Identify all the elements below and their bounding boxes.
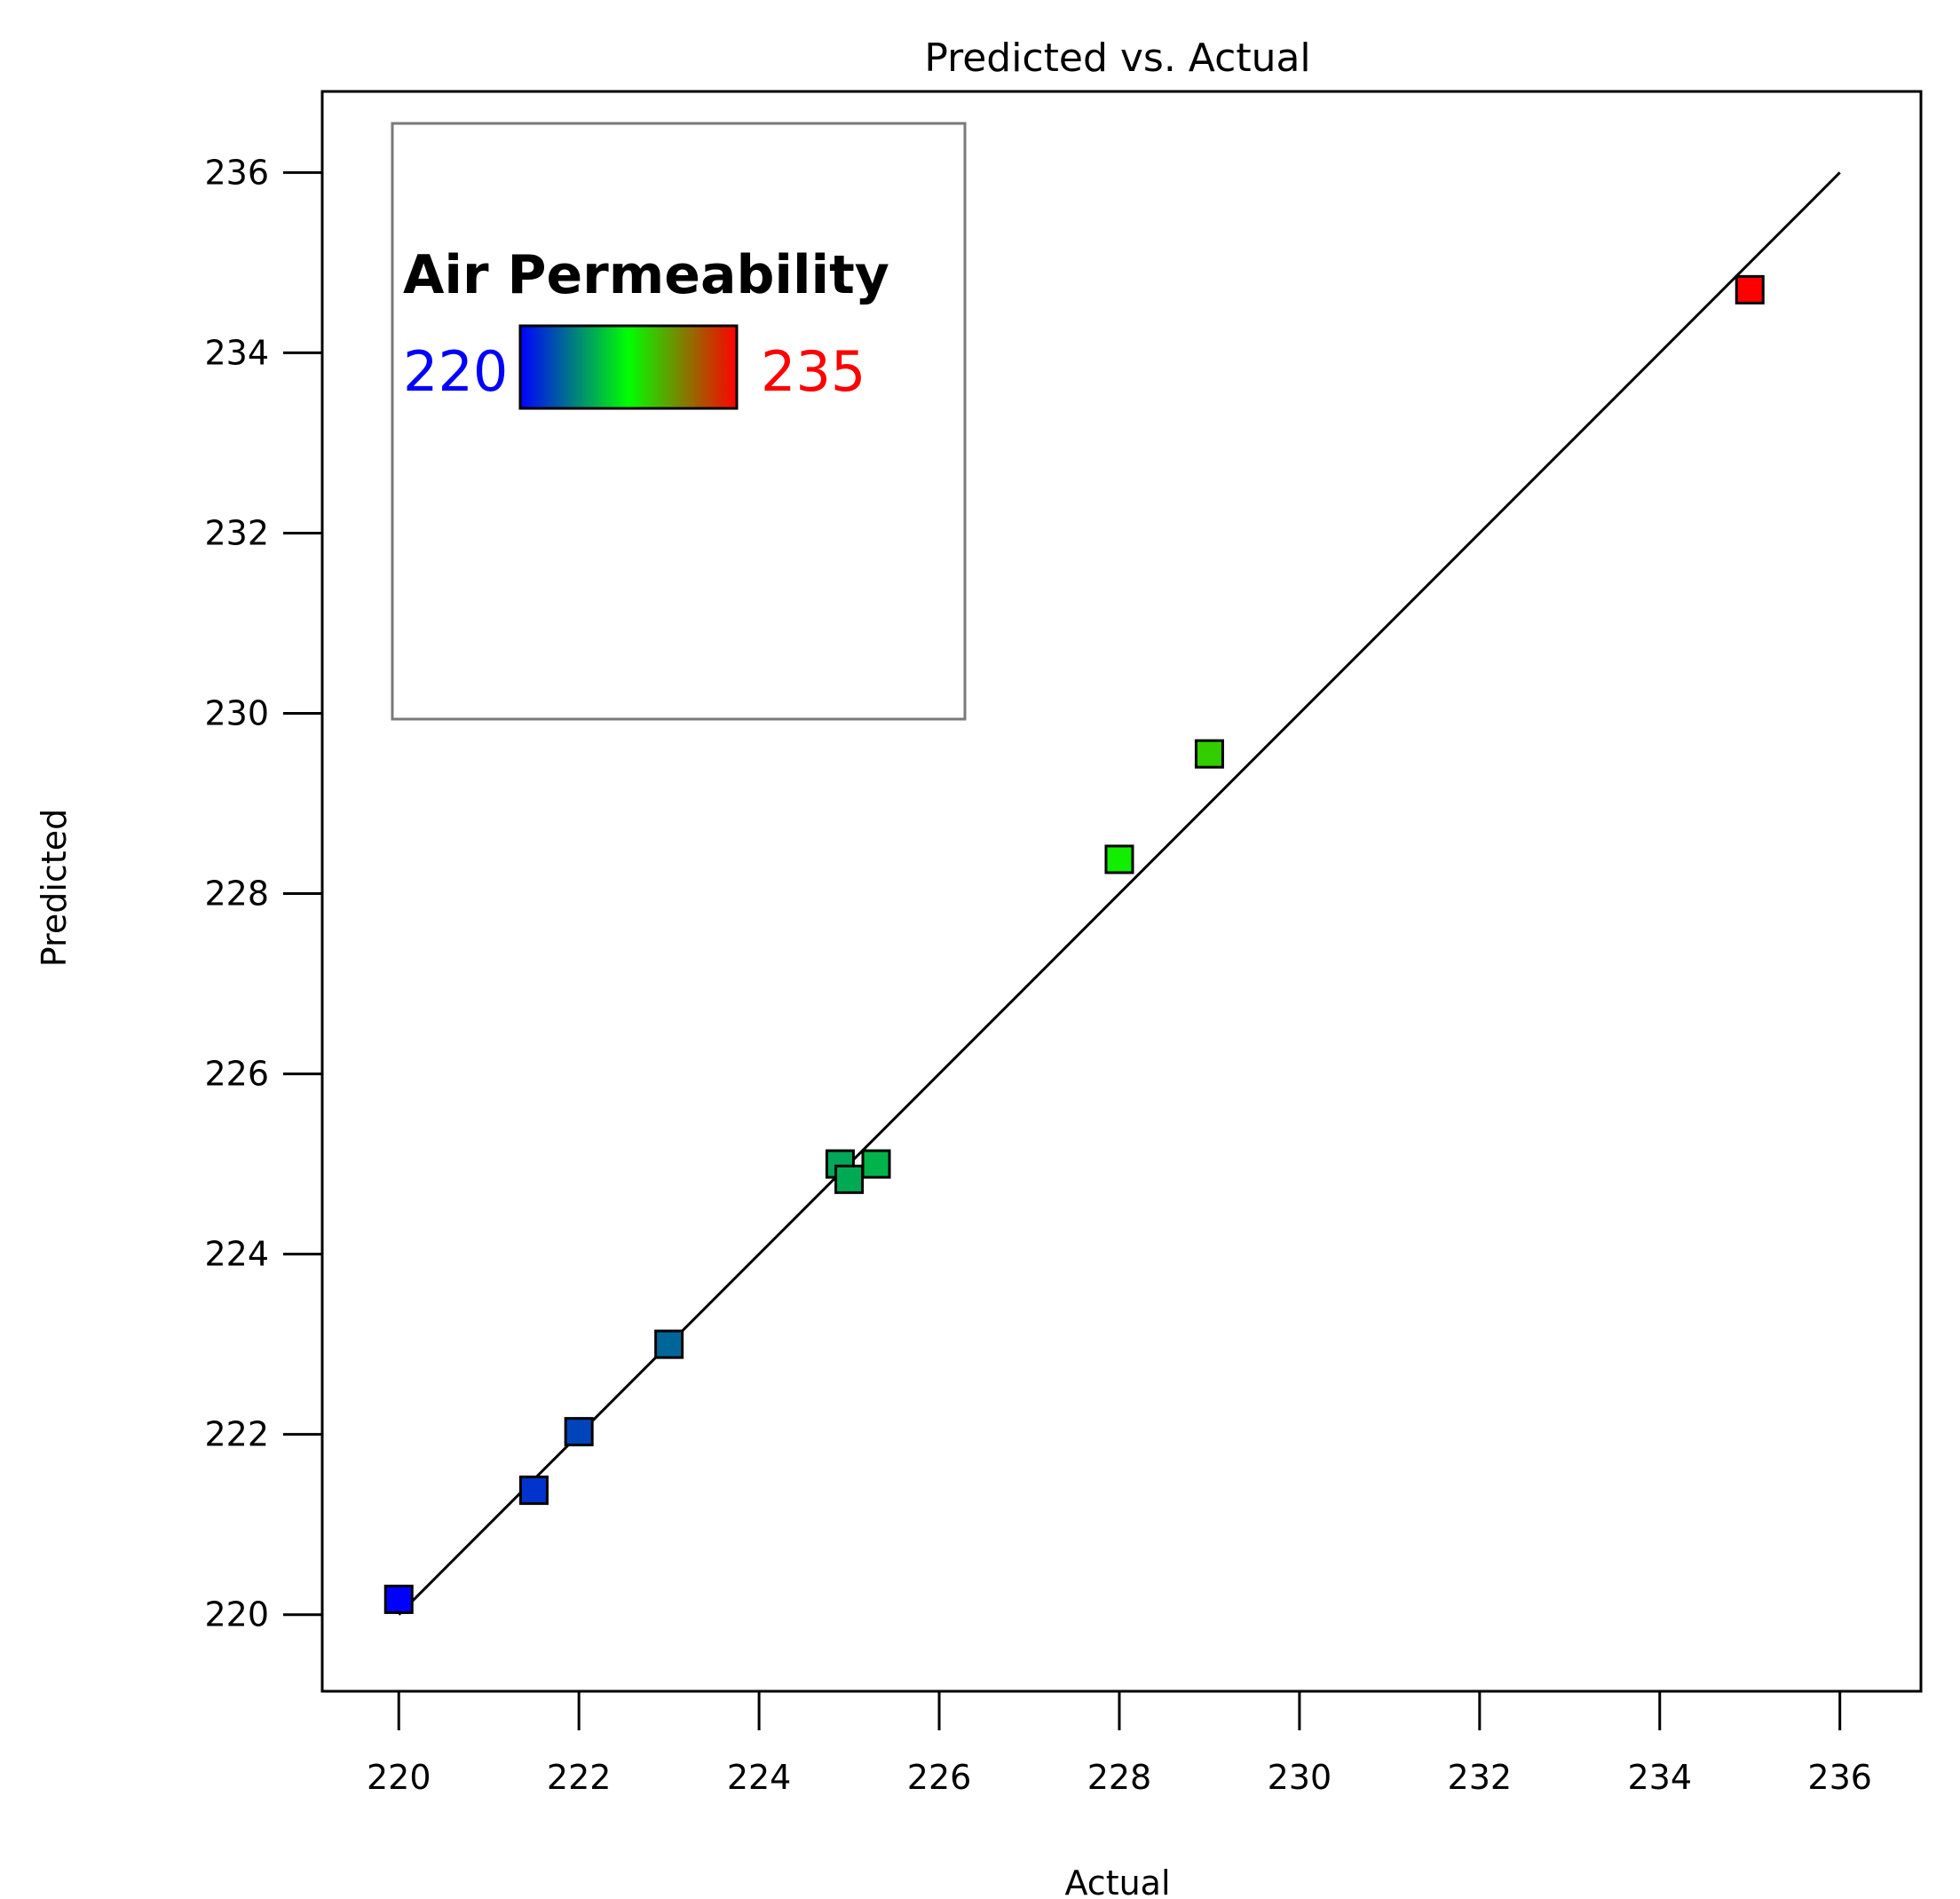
x-tick-label: 224	[727, 1758, 792, 1797]
y-tick-label: 236	[204, 153, 269, 192]
legend-box: Air Permeability 220 235	[391, 122, 967, 721]
y-tick-label: 228	[204, 874, 269, 914]
legend-max-label: 235	[761, 339, 865, 404]
x-tick-label: 236	[1807, 1758, 1872, 1797]
data-point	[654, 1329, 684, 1359]
data-point	[1735, 274, 1765, 305]
data-point	[564, 1417, 594, 1447]
y-tick-label: 232	[204, 513, 269, 552]
legend-min-label: 220	[403, 339, 508, 404]
data-point	[518, 1476, 549, 1506]
x-axis-title: Actual	[1064, 1863, 1170, 1899]
x-tick-label: 222	[547, 1758, 612, 1797]
x-tick-label: 228	[1087, 1758, 1152, 1797]
y-tick-label: 224	[204, 1235, 269, 1274]
y-tick-label: 220	[204, 1595, 269, 1634]
data-point	[861, 1149, 891, 1179]
data-points	[383, 274, 1765, 1614]
chart-title: Predicted vs. Actual	[924, 36, 1310, 81]
y-tick-label: 230	[204, 693, 269, 732]
y-tick-label: 222	[204, 1415, 269, 1454]
y-axis-title: Predicted	[35, 809, 74, 967]
x-tick-label: 220	[367, 1758, 431, 1797]
y-axis: 220 222 224 226 228 230 232 234 236	[204, 153, 322, 1634]
data-point	[834, 1164, 865, 1194]
data-point	[383, 1584, 414, 1614]
plot-frame	[320, 90, 1923, 1693]
legend-title: Air Permeability	[403, 244, 889, 306]
y-tick-label: 226	[204, 1055, 269, 1094]
x-tick-label: 230	[1268, 1758, 1332, 1797]
legend-frame	[391, 122, 967, 721]
x-axis: 220 222 224 226 228 230 232 234 236	[367, 1691, 1872, 1797]
reference-line	[398, 171, 1841, 1616]
x-tick-label: 226	[907, 1758, 972, 1797]
data-point	[1104, 844, 1134, 874]
x-tick-label: 234	[1627, 1758, 1692, 1797]
legend-color-bar	[518, 324, 739, 410]
x-tick-label: 232	[1448, 1758, 1513, 1797]
y-tick-label: 234	[204, 333, 269, 372]
data-point	[1194, 739, 1224, 769]
